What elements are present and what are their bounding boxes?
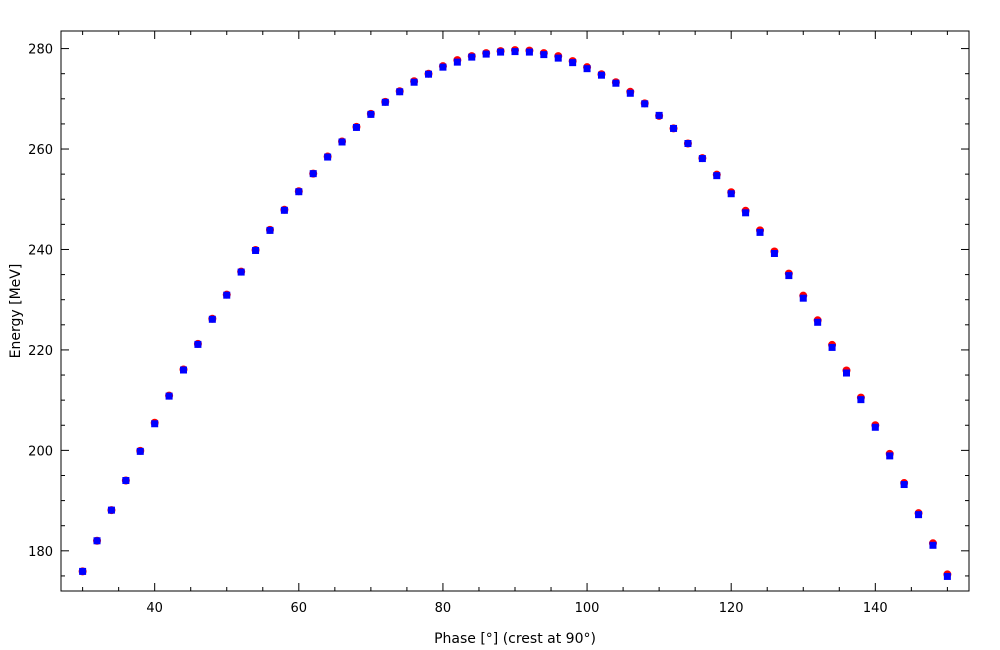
data-point (223, 291, 231, 299)
data-point (165, 392, 173, 400)
data-point (713, 172, 721, 180)
data-point (756, 228, 764, 236)
data-point (122, 477, 130, 485)
data-point (641, 100, 649, 108)
data-point (785, 272, 793, 280)
data-point (511, 48, 519, 56)
y-tick-label: 200 (28, 444, 53, 459)
data-point (727, 190, 735, 198)
data-point (136, 447, 144, 455)
series-2 (79, 48, 951, 580)
data-point (107, 506, 115, 514)
data-point (814, 318, 822, 326)
data-point (425, 70, 433, 78)
data-point (857, 396, 865, 404)
data-point (698, 155, 706, 163)
data-point (943, 572, 951, 580)
plot-layer (78, 46, 952, 580)
data-point (684, 140, 692, 148)
data-point (828, 343, 836, 351)
data-point (554, 54, 562, 62)
data-point (770, 249, 778, 257)
data-point (93, 537, 101, 545)
y-axis-title: Energy [MeV] (8, 264, 24, 359)
y-tick-label: 180 (28, 545, 53, 560)
data-point (540, 51, 548, 59)
data-point (626, 89, 634, 97)
y-tick-label: 240 (28, 243, 53, 258)
data-point (396, 88, 404, 96)
x-axis-title: Phase [°] (crest at 90°) (434, 631, 596, 647)
data-point (929, 541, 937, 549)
x-tick-label: 60 (291, 601, 308, 616)
data-point (742, 209, 750, 217)
data-point (468, 53, 476, 61)
data-point (583, 65, 591, 73)
data-point (842, 369, 850, 377)
data-point (439, 63, 447, 71)
data-point (410, 78, 418, 86)
data-point (208, 315, 216, 323)
series-1 (78, 46, 952, 579)
data-point (151, 420, 159, 428)
data-point (266, 226, 274, 234)
data-point (525, 48, 533, 56)
y-tick-label: 280 (28, 43, 53, 58)
data-point (309, 170, 317, 178)
data-point (871, 423, 879, 431)
data-point (799, 294, 807, 302)
x-tick-label: 120 (719, 601, 744, 616)
data-point (252, 246, 260, 254)
data-point (497, 48, 505, 56)
data-point (569, 59, 577, 67)
x-tick-label: 140 (863, 601, 888, 616)
x-tick-label: 80 (435, 601, 452, 616)
y-tick-label: 260 (28, 143, 53, 158)
data-point (338, 138, 346, 146)
data-point (324, 153, 332, 161)
plot-frame (60, 30, 970, 592)
data-point (597, 71, 605, 79)
data-point (79, 567, 87, 575)
data-point (180, 366, 188, 374)
data-point (482, 50, 490, 58)
data-point (915, 511, 923, 519)
axes-layer: 40 60 80 100 120 140 180 200 220 240 260 280 (28, 30, 970, 616)
data-point (453, 58, 461, 66)
data-point (352, 123, 360, 131)
data-point (280, 206, 288, 214)
data-point (655, 111, 663, 119)
data-point (670, 124, 678, 132)
data-point (367, 110, 375, 118)
data-point (237, 268, 245, 276)
data-point (194, 340, 202, 348)
data-point (886, 452, 894, 460)
x-tick-label: 100 (575, 601, 600, 616)
data-point (295, 188, 303, 196)
y-tick-label: 220 (28, 344, 53, 359)
data-point (612, 79, 620, 87)
data-point (381, 98, 389, 106)
x-tick-label: 40 (146, 601, 163, 616)
data-point (900, 481, 908, 489)
